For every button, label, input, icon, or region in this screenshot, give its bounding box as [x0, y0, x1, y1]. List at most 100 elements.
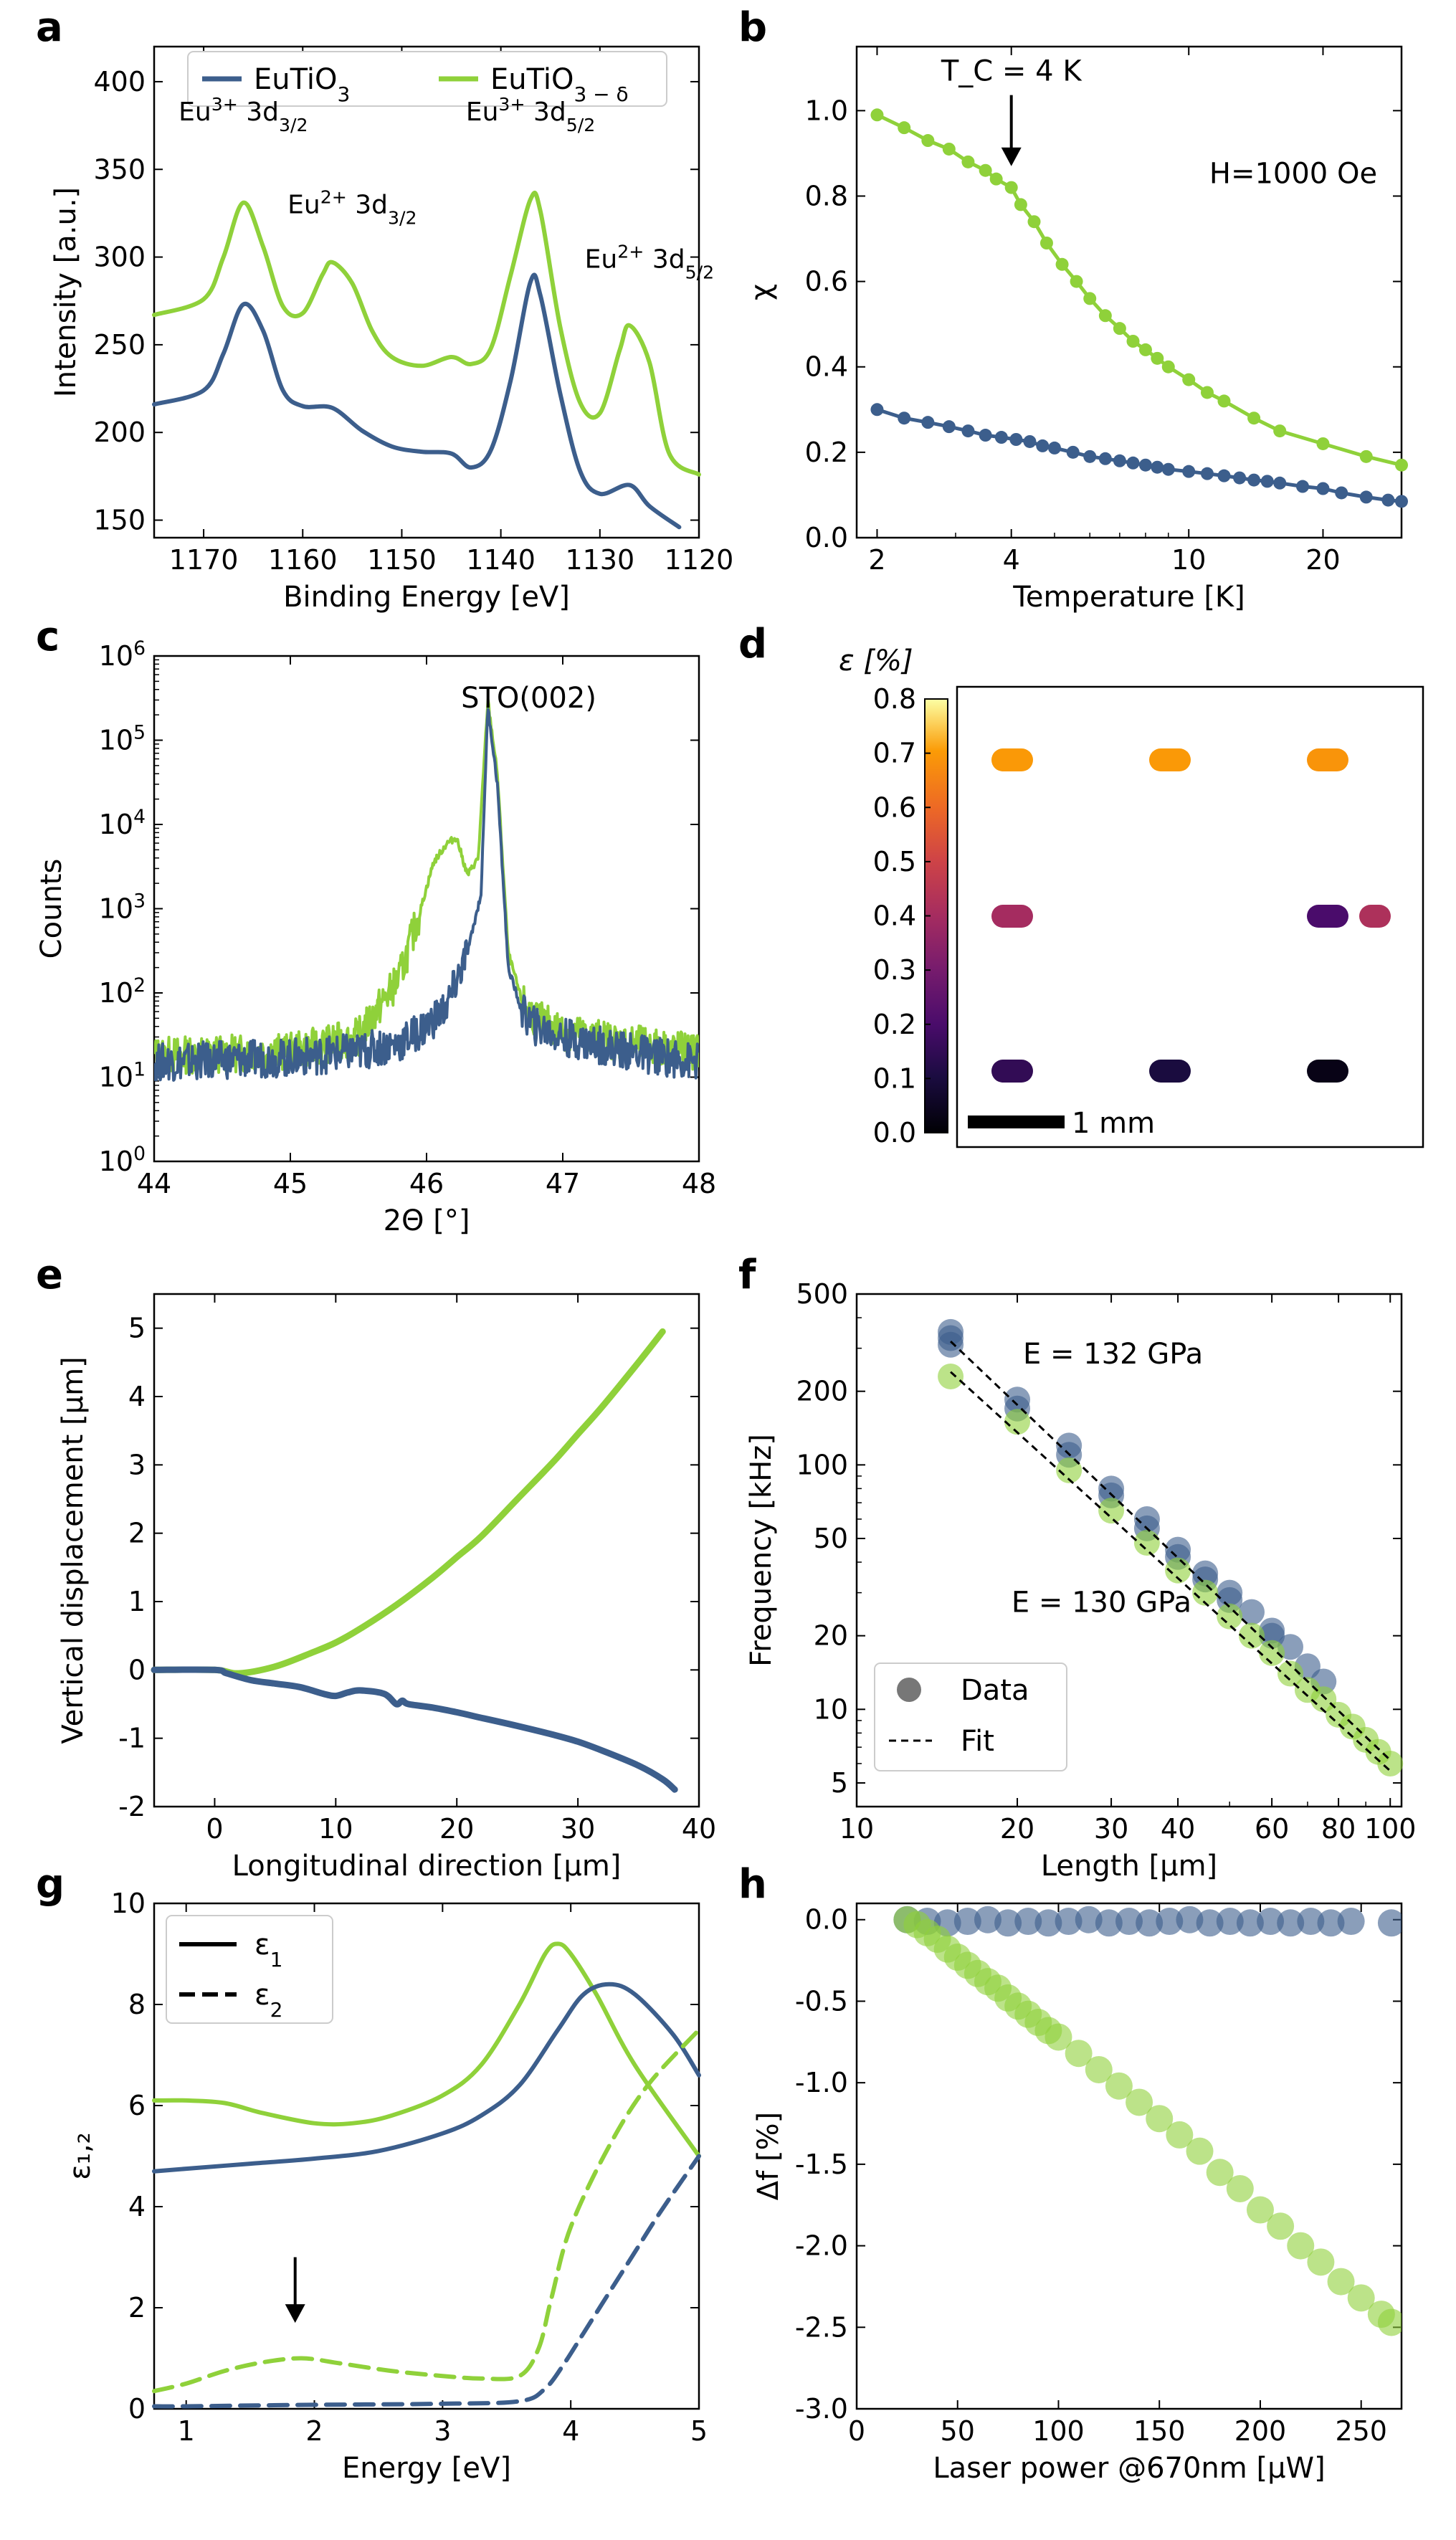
data-point — [1004, 181, 1018, 194]
colorbar-tick-label: 0.5 — [873, 846, 916, 877]
y-tick-label: 400 — [93, 66, 146, 97]
y-tick-label: 350 — [93, 153, 146, 185]
x-tick-label: 1150 — [367, 544, 437, 576]
data-point — [1337, 1908, 1365, 1936]
data-point — [1296, 480, 1310, 493]
x-tick-label: 1140 — [466, 544, 536, 576]
panel-label: h — [738, 1861, 767, 1908]
x-axis-label: Longitudinal direction [μm] — [232, 1850, 622, 1883]
y-tick-label: 300 — [93, 242, 146, 273]
absorption-arrow-head — [285, 2304, 305, 2323]
data-point — [1055, 1908, 1083, 1936]
x-tick-label: 44 — [137, 1168, 171, 1199]
data-point — [1045, 2023, 1072, 2051]
x-tick-label: 2 — [868, 544, 885, 576]
legend-frame — [874, 1663, 1067, 1771]
legend-entry-part: ε — [254, 1979, 270, 2012]
y-tick-label: 2 — [128, 1518, 146, 1549]
data-point — [1070, 275, 1083, 288]
data-point — [1217, 394, 1231, 408]
data-point — [1105, 2072, 1133, 2100]
panel-label: d — [738, 621, 767, 667]
colorbar-tick-label: 0.2 — [873, 1009, 916, 1040]
peak-annotation: Eu2+ 3d5/2 — [585, 241, 714, 282]
x-axis-label: Temperature [K] — [1012, 581, 1245, 614]
peak-annotation: Eu3+ 3d3/2 — [179, 93, 308, 135]
data-point — [979, 163, 992, 177]
x-tick-label: 40 — [1161, 1813, 1195, 1845]
series-line-green — [152, 1941, 701, 2159]
peak-annotation-part: 5/2 — [566, 114, 596, 135]
y-tick-label: -1.5 — [795, 2149, 848, 2180]
y-tick-label: 3 — [128, 1449, 146, 1480]
data-point — [1065, 2040, 1093, 2068]
data-point — [1066, 445, 1080, 459]
y-tick-label: -0.5 — [795, 1985, 848, 2017]
y-tick-label: 50 — [814, 1523, 848, 1554]
y-tick-label: -2.0 — [795, 2230, 848, 2262]
data-point — [1004, 1409, 1031, 1435]
modulus-annotation: E = 132 GPa — [1023, 1338, 1203, 1371]
data-point — [942, 420, 956, 434]
x-tick-label: 1130 — [565, 544, 634, 576]
y-axis-label: Δf [%] — [752, 2112, 785, 2200]
data-point — [1233, 471, 1247, 485]
legend: EuTiO3 EuTiO3 − δ — [187, 51, 667, 107]
axes-frame — [153, 655, 700, 1163]
data-point — [1206, 2159, 1234, 2187]
y-tick-label: 0.4 — [805, 351, 848, 383]
x-tick-label: 48 — [682, 1168, 716, 1199]
y-tick-label: 101 — [99, 1058, 146, 1093]
x-tick-label: 1 — [178, 2415, 195, 2447]
peak-annotation-part: Eu — [287, 190, 320, 219]
data-point — [1192, 1579, 1219, 1606]
x-tick-label: 46 — [409, 1168, 444, 1199]
x-tick-label: 50 — [941, 2415, 975, 2447]
data-point — [1316, 437, 1330, 450]
y-tick-label: 150 — [93, 505, 146, 536]
y-tick-label: 5 — [831, 1767, 848, 1799]
panel-label: e — [36, 1252, 63, 1298]
series-line-blue — [151, 1666, 678, 1793]
y-axis-label: Vertical displacement [μm] — [57, 1356, 90, 1744]
data-point — [1273, 424, 1287, 438]
data-point — [870, 108, 884, 122]
x-tick-label: 47 — [546, 1168, 580, 1199]
y-axis-label: ε₁,₂ — [64, 2132, 97, 2179]
strain-point — [1307, 905, 1348, 928]
x-tick-label: 30 — [561, 1813, 595, 1845]
data-point — [1297, 1908, 1325, 1936]
data-point — [1359, 490, 1373, 504]
peak-annotation-part: 3d — [644, 244, 685, 274]
peak-annotation-part: 3+ — [498, 93, 525, 114]
x-tick-label: 4 — [562, 2415, 579, 2447]
data-point — [1217, 1603, 1243, 1630]
data-point — [1126, 2088, 1153, 2116]
x-tick-label: 80 — [1321, 1813, 1356, 1845]
y-tick-label: -3.0 — [795, 2393, 848, 2425]
data-point — [1014, 198, 1027, 211]
data-point — [1182, 373, 1196, 386]
x-tick-label: 10 — [1171, 544, 1206, 576]
data-point — [1359, 450, 1373, 463]
x-tick-label: 10 — [839, 1813, 874, 1845]
data-point — [1138, 458, 1152, 472]
data-point — [1146, 2105, 1174, 2133]
y-tick-label-part: 10 — [99, 640, 133, 672]
x-tick-label: 60 — [1255, 1813, 1289, 1845]
y-tick-label: 500 — [796, 1278, 848, 1310]
data-point — [1377, 2308, 1402, 2336]
data-point — [1377, 1909, 1402, 1937]
peak-annotation-part: 2+ — [617, 241, 644, 262]
data-point — [979, 429, 992, 442]
y-tick-label: 100 — [796, 1449, 848, 1480]
y-tick-label: 200 — [93, 417, 146, 448]
y-tick-label: -2 — [118, 1791, 146, 1822]
y-tick-label: -1 — [118, 1723, 146, 1754]
colorbar-tick-label: 0.3 — [873, 954, 916, 986]
data-point — [938, 1363, 964, 1389]
x-axis-label: Energy [eV] — [342, 2452, 511, 2485]
data-point — [938, 1331, 964, 1358]
